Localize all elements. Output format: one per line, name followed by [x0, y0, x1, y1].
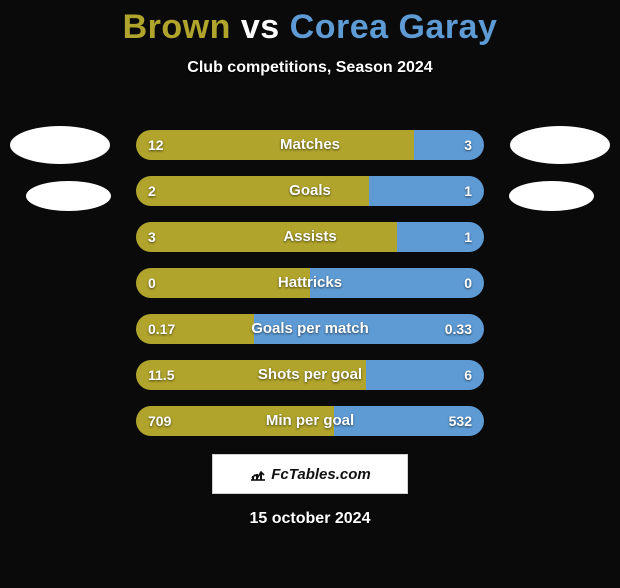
bar-right: [414, 130, 484, 160]
comparison-title: Brown vs Corea Garay: [0, 8, 620, 47]
subtitle: Club competitions, Season 2024: [0, 59, 620, 77]
player2-avatar-small: [509, 181, 594, 211]
stat-row: Goals per match0.170.33: [136, 314, 484, 344]
player1-name: Brown: [123, 8, 231, 46]
stat-row: Shots per goal11.56: [136, 360, 484, 390]
bar-left: [136, 360, 366, 390]
stat-row: Min per goal709532: [136, 406, 484, 436]
stat-row: Goals21: [136, 176, 484, 206]
bar-left: [136, 314, 254, 344]
brand-badge: FcTables.com: [212, 454, 408, 494]
vs-label: vs: [241, 8, 280, 46]
stat-row: Assists31: [136, 222, 484, 252]
bar-right: [397, 222, 484, 252]
stat-row: Matches123: [136, 130, 484, 160]
bar-left: [136, 222, 397, 252]
player1-avatar-small: [26, 181, 111, 211]
player1-avatar-large: [10, 126, 110, 164]
bar-left: [136, 176, 369, 206]
date-label: 15 october 2024: [0, 510, 620, 528]
bar-right: [334, 406, 484, 436]
bar-right: [366, 360, 484, 390]
chart-icon: [249, 465, 267, 483]
stat-row: Hattricks00: [136, 268, 484, 298]
player2-name: Corea Garay: [290, 8, 498, 46]
bar-right: [310, 268, 484, 298]
bar-left: [136, 406, 334, 436]
player2-avatar-large: [510, 126, 610, 164]
bar-left: [136, 130, 414, 160]
bar-right: [254, 314, 484, 344]
stats-bars: Matches123 Goals21 Assists31 Hattricks00 Goa…: [136, 130, 484, 452]
bar-left: [136, 268, 310, 298]
brand-text: FcTables.com: [271, 466, 370, 483]
bar-right: [369, 176, 484, 206]
